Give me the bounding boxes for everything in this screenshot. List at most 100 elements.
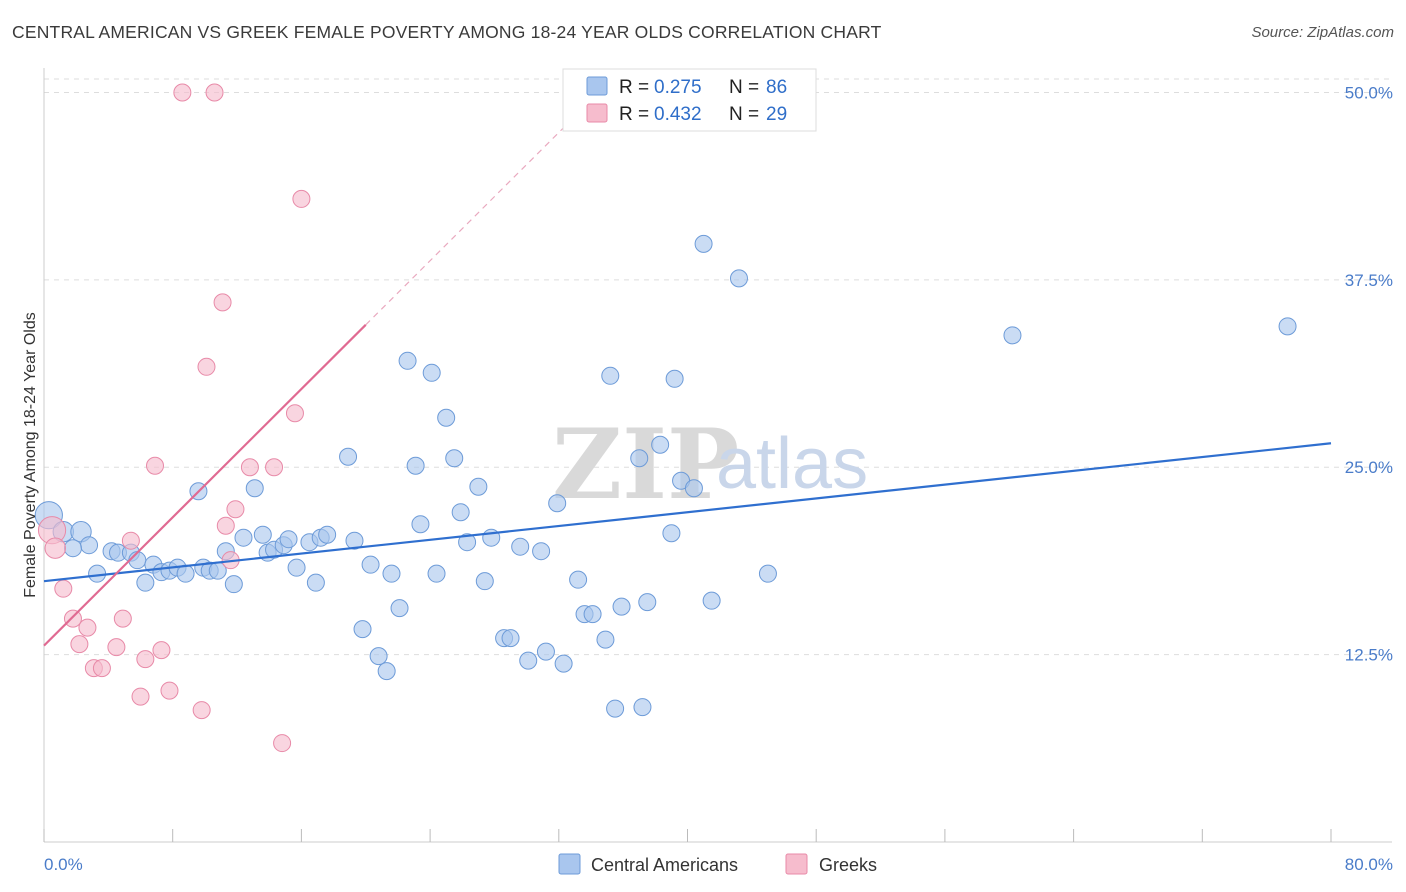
x-tick-label: 80.0% bbox=[1345, 855, 1393, 874]
central-american-point bbox=[662, 524, 681, 543]
greek-point bbox=[213, 293, 232, 312]
central-american-point bbox=[511, 537, 530, 556]
greek-point bbox=[113, 609, 132, 628]
legend-swatch-greek bbox=[586, 103, 608, 123]
legend-n-value: 29 bbox=[766, 104, 787, 125]
x-tick-label: 0.0% bbox=[44, 855, 83, 874]
greek-point bbox=[285, 404, 304, 423]
legend-n-value: 86 bbox=[766, 77, 787, 98]
central-american-point bbox=[445, 449, 464, 468]
central-american-point bbox=[1003, 326, 1022, 345]
central-american-point bbox=[382, 564, 401, 583]
y-tick-label: 50.0% bbox=[1345, 83, 1393, 102]
central-american-point bbox=[583, 605, 602, 624]
central-american-point bbox=[758, 564, 777, 583]
greek-point bbox=[205, 83, 224, 102]
central-american-trend-line bbox=[43, 442, 1332, 583]
trend-lines bbox=[43, 116, 1332, 647]
central-american-point bbox=[234, 528, 253, 547]
greek-point bbox=[173, 83, 192, 102]
watermark-atlas: atlas bbox=[716, 424, 868, 504]
central-american-point bbox=[548, 494, 567, 513]
greek-trend-line bbox=[43, 324, 367, 647]
greek-trend-extension bbox=[365, 116, 576, 326]
central-american-point bbox=[501, 629, 520, 648]
legend-r-label: R = bbox=[619, 104, 649, 125]
greek-point bbox=[160, 681, 179, 700]
central-american-point bbox=[569, 570, 588, 589]
greek-point bbox=[273, 734, 292, 753]
central-american-point bbox=[601, 366, 620, 385]
legend-n-label: N = bbox=[729, 104, 759, 125]
bottom-legend-label: Greeks bbox=[819, 855, 877, 875]
central-american-point bbox=[451, 503, 470, 522]
central-american-point bbox=[253, 525, 272, 544]
central-american-point bbox=[390, 599, 409, 618]
central-american-point bbox=[458, 533, 477, 552]
central-american-point bbox=[1278, 317, 1297, 336]
central-american-point bbox=[596, 630, 615, 649]
legend-swatch-central bbox=[586, 76, 608, 96]
y-tick-label: 37.5% bbox=[1345, 271, 1393, 290]
central-american-point bbox=[633, 698, 652, 717]
greek-point bbox=[152, 641, 171, 660]
central-american-point bbox=[318, 525, 337, 544]
greek-point bbox=[197, 357, 216, 376]
legend-r-value: 0.275 bbox=[654, 77, 702, 98]
bottom-legend-swatch-central bbox=[558, 853, 581, 875]
central-american-point bbox=[519, 651, 538, 670]
central-american-point bbox=[606, 699, 625, 718]
central-american-point bbox=[398, 351, 417, 370]
greek-point bbox=[240, 458, 259, 477]
greek-point bbox=[146, 456, 165, 475]
greek-point bbox=[216, 516, 235, 535]
bottom-legend-label: Central Americans bbox=[591, 855, 738, 875]
central-american-point bbox=[437, 408, 456, 427]
central-american-point bbox=[475, 572, 494, 591]
y-tick-label: 25.0% bbox=[1345, 458, 1393, 477]
central-american-point bbox=[729, 269, 748, 288]
central-american-point bbox=[339, 447, 358, 466]
central-american-point bbox=[651, 435, 670, 454]
central-american-point bbox=[361, 555, 380, 574]
greek-point bbox=[70, 635, 89, 654]
greek-point bbox=[54, 579, 73, 598]
legend-r-value: 0.432 bbox=[654, 104, 702, 125]
central-american-point bbox=[532, 542, 551, 561]
central-american-point bbox=[411, 515, 430, 534]
axes bbox=[43, 68, 1392, 843]
legend-n-label: N = bbox=[729, 77, 759, 98]
greek-point bbox=[107, 638, 126, 657]
tick-labels: 12.5% 25.0% 37.5% 50.0% 0.0% 80.0% bbox=[44, 83, 1393, 874]
central-american-point bbox=[369, 647, 388, 666]
chart-title: CENTRAL AMERICAN VS GREEK FEMALE POVERTY… bbox=[12, 22, 882, 42]
central-american-point bbox=[306, 573, 325, 592]
data-points bbox=[34, 83, 1297, 753]
central-american-point bbox=[80, 536, 99, 555]
greek-point bbox=[136, 650, 155, 669]
central-american-point bbox=[406, 456, 425, 475]
central-american-point bbox=[353, 620, 372, 639]
central-american-point bbox=[345, 531, 364, 550]
y-axis-label: Female Poverty Among 18-24 Year Olds bbox=[22, 312, 39, 598]
grid-lines bbox=[44, 78, 1392, 656]
greek-point bbox=[192, 701, 211, 720]
central-american-point bbox=[638, 593, 657, 612]
central-american-point bbox=[665, 369, 684, 388]
greek-point bbox=[265, 458, 284, 477]
greek-point bbox=[44, 537, 66, 559]
central-american-point bbox=[630, 449, 649, 468]
central-american-point bbox=[469, 477, 488, 496]
greek-point bbox=[78, 618, 97, 637]
chart-source: Source: ZipAtlas.com bbox=[1251, 24, 1394, 41]
y-tick-label: 12.5% bbox=[1345, 646, 1393, 665]
bottom-legend-swatch-greek bbox=[785, 853, 808, 875]
central-american-point bbox=[536, 642, 555, 661]
central-american-point bbox=[684, 479, 703, 498]
watermark: ZIP atlas bbox=[552, 408, 868, 521]
central-american-point bbox=[287, 558, 306, 577]
central-american-point bbox=[554, 654, 573, 673]
legend-r-label: R = bbox=[619, 77, 649, 98]
central-american-point bbox=[128, 551, 147, 570]
